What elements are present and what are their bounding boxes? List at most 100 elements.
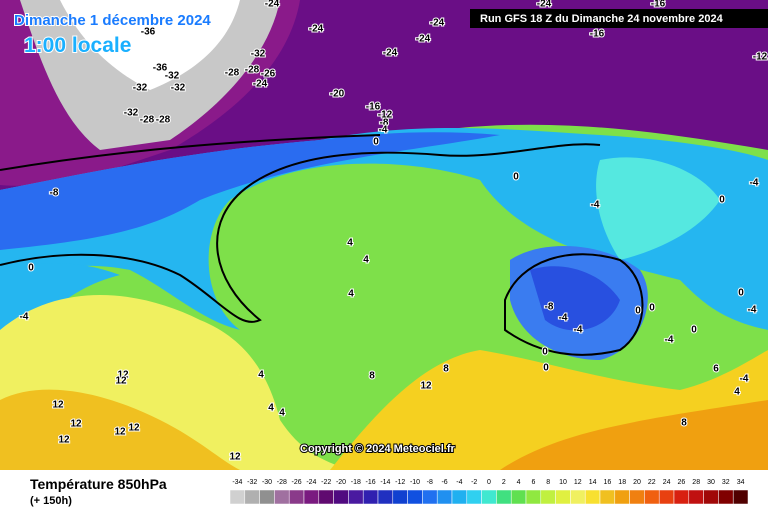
scale-label: -28 (277, 479, 287, 486)
contour-label: 4 (279, 408, 285, 419)
scale-swatch (303, 489, 320, 505)
scale-swatch (481, 489, 497, 505)
map-fields (0, 0, 768, 470)
scale-swatch (348, 489, 364, 505)
scale-swatch (318, 489, 334, 505)
contour-label: -28 (140, 115, 155, 126)
contour-label: 4 (258, 370, 264, 381)
contour-label: 0 (28, 263, 34, 274)
contour-label: -36 (141, 27, 156, 38)
contour-label: 0 (543, 363, 549, 374)
scale-swatch (703, 489, 719, 505)
scale-label: -34 (232, 479, 242, 486)
contour-label: 8 (443, 364, 449, 375)
scale-label: 30 (707, 479, 715, 486)
scale-label: -2 (471, 479, 477, 486)
contour-label: -12 (378, 110, 393, 121)
contour-label: 4 (348, 289, 354, 300)
scale-swatch (288, 489, 305, 505)
contour-label: -4 (559, 313, 568, 324)
contour-label: -4 (379, 125, 388, 136)
copyright: Copyright © 2024 Meteociel.fr (300, 443, 456, 455)
scale-label: -16 (366, 479, 376, 486)
scale-label: 34 (737, 479, 745, 486)
scale-swatch (274, 489, 290, 505)
scale-label: 18 (618, 479, 626, 486)
contour-label: 0 (649, 303, 655, 314)
contour-label: -28 (225, 68, 240, 79)
scale-swatch (584, 489, 601, 505)
contour-label: 12 (58, 435, 70, 446)
contour-label: -8 (50, 188, 59, 199)
contour-label: -24 (416, 34, 431, 45)
contour-label: 12 (70, 419, 82, 430)
contour-label: 6 (713, 364, 719, 375)
scale-swatch (422, 489, 438, 505)
map-labels: -24-24-24-24-24-24 -16-16-12-20-16-12-8-4… (19, 0, 768, 464)
contour-label: -28 (156, 115, 171, 126)
contour-label: 0 (691, 325, 697, 336)
scale-label: 20 (633, 479, 641, 486)
scale-label: -18 (351, 479, 361, 486)
contour-label: 0 (373, 137, 379, 148)
scale-swatch (362, 489, 379, 505)
contour-label: 12 (420, 381, 432, 392)
contour-label: 12 (114, 427, 126, 438)
scale-swatch (451, 489, 468, 505)
scale-label: 2 (502, 479, 506, 486)
contour-label: -36 (153, 63, 168, 74)
scale-swatch (407, 489, 423, 505)
contour-label: -4 (748, 305, 757, 316)
scale-label: -8 (427, 479, 433, 486)
scale-label: 6 (531, 479, 535, 486)
contour-label: 12 (115, 376, 127, 387)
scale-label: 16 (604, 479, 612, 486)
contour-label: -20 (330, 89, 345, 100)
scale-swatch (644, 489, 660, 505)
scale-label: -32 (247, 479, 257, 486)
contour-label: 4 (734, 387, 740, 398)
contour-label: 0 (542, 347, 548, 358)
contour-label: 8 (681, 418, 687, 429)
scale-label: 12 (574, 479, 582, 486)
scale-swatch (599, 489, 616, 505)
scale-swatch (510, 489, 527, 505)
contour-label: 8 (369, 371, 375, 382)
contour-label: 0 (635, 306, 641, 317)
scale-swatch (555, 489, 571, 505)
scale-label: 28 (692, 479, 700, 486)
contour-label: -4 (20, 312, 29, 323)
scale-label: 22 (648, 479, 656, 486)
time-title: 1:00 locale (24, 34, 131, 57)
scale-label: 24 (663, 479, 671, 486)
contour-label: 0 (738, 288, 744, 299)
scale-swatch (688, 489, 704, 505)
scale-swatch (244, 489, 260, 505)
scale-label: -10 (410, 479, 420, 486)
contour-label: 12 (117, 370, 129, 381)
scale-label: -22 (321, 479, 331, 486)
contour-label: 12 (128, 423, 140, 434)
contour-label: -8 (380, 118, 389, 129)
scale-label: -26 (292, 479, 302, 486)
contour-label: -8 (545, 302, 554, 313)
contour-label: -32 (133, 83, 148, 94)
scale-swatch (525, 489, 542, 505)
run-info: Run GFS 18 Z du Dimanche 24 novembre 202… (480, 13, 724, 25)
contour-label: -4 (740, 374, 749, 385)
contour-label: 12 (52, 400, 64, 411)
contour-label: -32 (165, 71, 180, 82)
contour-label: -24 (265, 0, 280, 10)
scale-label: 4 (517, 479, 521, 486)
contour-label: 4 (363, 255, 369, 266)
scale-label: 26 (678, 479, 686, 486)
variable-name: Température 850hPa (30, 476, 167, 492)
contour-label: 0 (719, 195, 725, 206)
contour-label: -32 (171, 83, 186, 94)
contour-label: -32 (124, 108, 139, 119)
scale-label: -30 (262, 479, 272, 486)
scale-swatch (718, 489, 734, 505)
scale-swatch (496, 489, 512, 505)
